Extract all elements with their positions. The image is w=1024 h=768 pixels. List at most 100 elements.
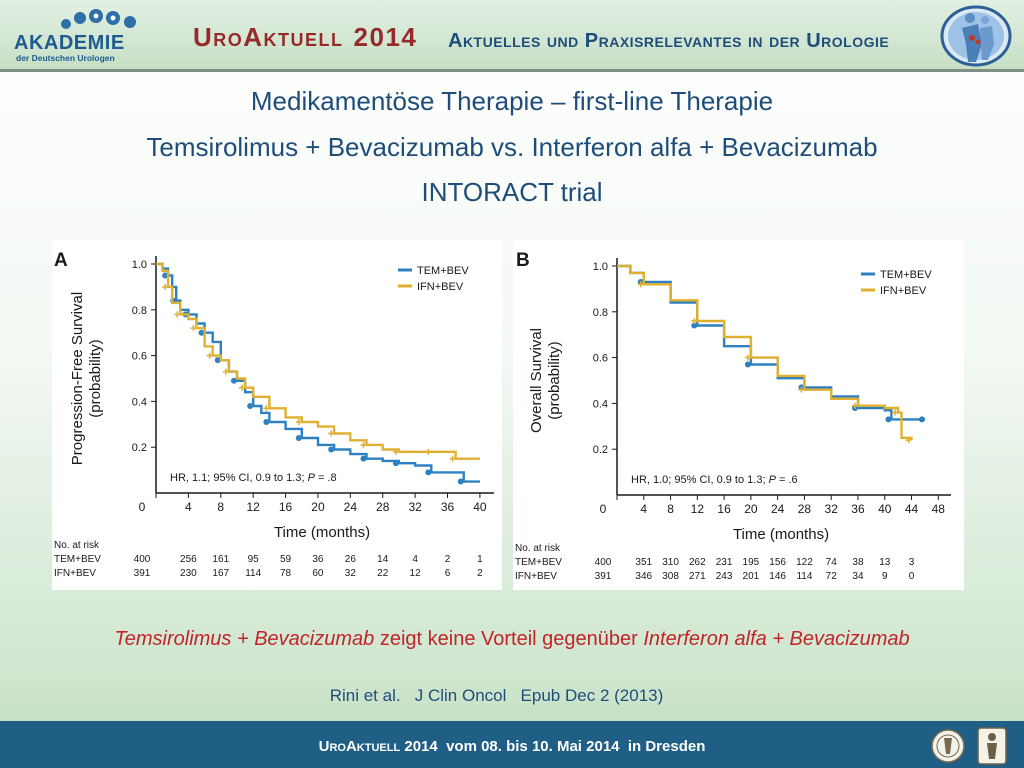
slide-header: AKADEMIE der Deutschen Urologen UroAktue… [0, 0, 1024, 72]
y-tick-label: 0.2 [593, 444, 608, 456]
risk-value: 34 [852, 571, 864, 582]
footer-brand: UroAktuell [318, 738, 401, 755]
censor-mark [198, 329, 205, 336]
risk-value: 13 [879, 557, 891, 568]
x-tick-label: 32 [408, 500, 422, 514]
risk-value: 9 [882, 571, 888, 582]
risk-table-header: No. at risk [515, 543, 561, 554]
conclusion-mid: zeigt keine Vorteil gegenüber [374, 628, 644, 650]
censor-mark [392, 460, 399, 467]
x-tick-label: 48 [932, 502, 946, 516]
conclusion-drug2: Interferon alfa + Bevacizumab [643, 628, 910, 650]
censor-mark [851, 402, 858, 409]
y-tick-label: 0.8 [593, 307, 608, 319]
risk-value: 0 [909, 571, 915, 582]
risk-value: 114 [245, 568, 261, 579]
risk-value: 161 [212, 554, 229, 565]
slide-title: Medikamentöse Therapie – first-line Ther… [250, 86, 774, 116]
censor-mark [263, 419, 270, 426]
x-tick-label: 16 [279, 500, 293, 514]
censor-mark [328, 446, 335, 453]
x-tick-label: 8 [667, 502, 674, 516]
censor-mark [905, 437, 912, 444]
y-tick-label: 0.4 [593, 398, 608, 410]
risk-value: 2 [445, 554, 451, 565]
risk-value: 1 [477, 554, 483, 565]
panel-label: A [54, 250, 68, 271]
legend-label: IFN+BEV [417, 281, 464, 293]
y-axis-label-unit: (probability) [546, 341, 563, 419]
risk-value: 26 [345, 554, 357, 565]
brand-title: UroAktuell 2014 [193, 22, 417, 53]
censor-mark [392, 448, 399, 455]
y-tick-label: 0.6 [593, 353, 608, 365]
risk-row-label: IFN+BEV [515, 571, 557, 582]
panel-label: B [516, 250, 530, 271]
x-tick-label: 28 [376, 500, 390, 514]
censor-mark [190, 325, 197, 332]
risk-value: 122 [796, 557, 813, 568]
x-tick-label: 0 [139, 500, 146, 514]
censor-mark [162, 283, 169, 290]
x-tick-label: 44 [905, 502, 919, 516]
y-axis-label: Overall Survival [528, 328, 545, 433]
anatomy-logo-icon [940, 5, 1012, 67]
risk-value: 72 [826, 571, 838, 582]
risk-value: 400 [595, 557, 612, 568]
x-tick-label: 20 [744, 502, 758, 516]
risk-row-label: TEM+BEV [54, 554, 101, 565]
risk-value: 308 [662, 571, 679, 582]
risk-value: 60 [312, 568, 324, 579]
x-tick-label: 16 [717, 502, 731, 516]
risk-value: 4 [412, 554, 418, 565]
conclusion-drug1: Temsirolimus + Bevacizumab [114, 628, 375, 650]
censor-mark [174, 311, 181, 318]
risk-value: 167 [212, 568, 229, 579]
x-tick-label: 12 [246, 500, 260, 514]
censor-mark [263, 405, 270, 412]
x-tick-label: 40 [878, 502, 892, 516]
risk-value: 391 [595, 571, 612, 582]
akademie-logo: AKADEMIE der Deutschen Urologen [14, 6, 144, 66]
x-axis-label: Time (months) [274, 524, 370, 541]
figure-logo-icon [977, 727, 1007, 765]
x-tick-label: 28 [798, 502, 812, 516]
x-tick-label: 8 [217, 500, 224, 514]
risk-value: 256 [180, 554, 197, 565]
risk-table-header: No. at risk [54, 540, 100, 551]
chart-panel-b: B 0.2 0.4 0.6 0.8 1.0 0 4 8 12 16 20 24 28 32 36 40 44 48 T… [513, 240, 964, 590]
censor-mark [449, 455, 456, 462]
risk-value: 351 [635, 557, 652, 568]
censor-mark [295, 435, 302, 442]
risk-value: 6 [445, 568, 451, 579]
conclusion-text: Temsirolimus + Bevacizumab zeigt keine V… [0, 628, 1024, 651]
brand-tagline: Aktuelles und Praxisrelevantes in der Ur… [448, 30, 890, 52]
risk-value: 78 [280, 568, 292, 579]
series-line-ifn-bev [617, 264, 913, 440]
logo-title: AKADEMIE [14, 32, 125, 54]
footer-text: UroAktuell 2014 vom 08. bis 10. Mai 2014… [0, 738, 1024, 755]
risk-value: 114 [796, 571, 812, 582]
risk-row-label: IFN+BEV [54, 568, 96, 579]
series-line-tem-bev [156, 262, 480, 483]
risk-value: 22 [377, 568, 389, 579]
y-axis-label: Progression-Free Survival [69, 292, 86, 465]
trial-name: INTORACT trial [421, 177, 603, 207]
slide-subtitle: Temsirolimus + Bevacizumab vs. Interfero… [146, 132, 878, 162]
censor-mark [744, 354, 751, 361]
risk-value: 195 [743, 557, 760, 568]
y-tick-label: 0.2 [132, 442, 147, 454]
censor-mark [457, 478, 464, 485]
legend-label: TEM+BEV [417, 265, 469, 277]
os-chart: B0.20.40.60.81.00 4 8 12 16 20 24 28 32 36 40 44 48T… [515, 250, 951, 582]
risk-value: 38 [852, 557, 864, 568]
x-tick-label: 20 [311, 500, 325, 514]
brand-name: UroAktuell [193, 22, 344, 52]
y-tick-label: 0.8 [132, 305, 147, 317]
risk-value: 262 [689, 557, 706, 568]
risk-row-label: TEM+BEV [515, 557, 562, 568]
y-tick-label: 0.6 [132, 351, 147, 363]
x-axis-label: Time (months) [733, 526, 829, 543]
x-tick-label: 12 [691, 502, 705, 516]
censor-mark [360, 441, 367, 448]
